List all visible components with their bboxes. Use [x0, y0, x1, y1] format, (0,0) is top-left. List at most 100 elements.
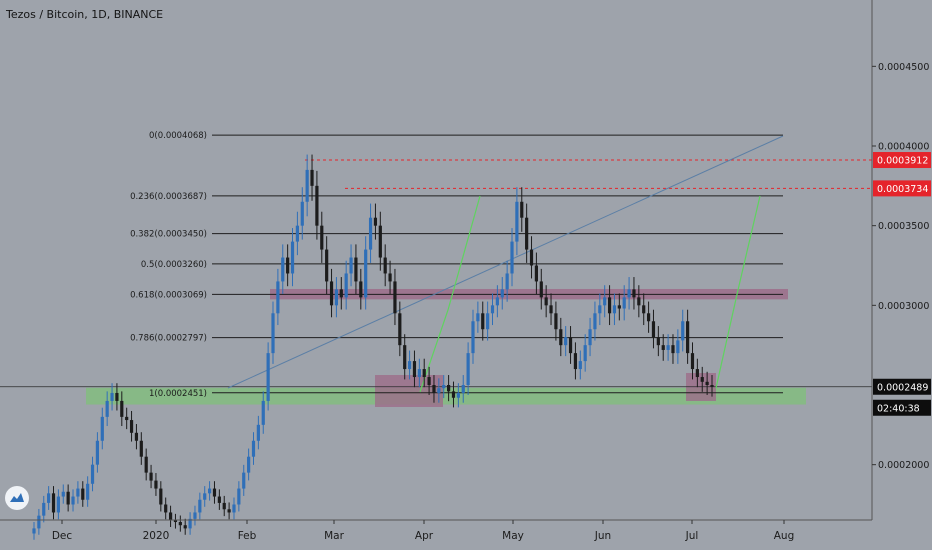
candle-body [471, 321, 475, 354]
x-tick-label: Apr [415, 530, 434, 542]
candle-body [407, 361, 412, 370]
candle-body [193, 512, 197, 519]
candle-body [422, 369, 426, 378]
candle-body [486, 313, 490, 330]
candle-body [588, 329, 592, 346]
candle-body [247, 456, 251, 473]
candle-body [276, 281, 280, 314]
candle-body [612, 305, 617, 314]
candle-body [637, 297, 641, 306]
candle-body [686, 321, 690, 354]
candle-body [607, 297, 612, 314]
candle-body [442, 385, 446, 389]
y-tick-label: 0.0002000 [878, 460, 929, 471]
candle-body [227, 509, 231, 513]
y-tick-label: 0.0004500 [878, 62, 929, 73]
fib-label: 0.5(0.0003260) [141, 260, 207, 270]
candle-body [120, 400, 124, 417]
candle-body [256, 424, 260, 441]
candle-body [261, 400, 265, 425]
candle-body [481, 313, 485, 330]
candle-body [417, 369, 421, 378]
price-tag-label: 0.0002489 [877, 382, 928, 393]
candle-body [710, 385, 714, 387]
candle-body [583, 345, 587, 362]
candle-body [217, 496, 221, 503]
candle-body [144, 456, 148, 473]
candle-body [344, 273, 348, 298]
candle-body [115, 392, 119, 401]
accumulation-box [375, 375, 443, 407]
candle-body [403, 345, 407, 370]
candle-body [232, 504, 236, 513]
y-tick-label: 0.0004000 [878, 142, 929, 153]
candle-body [676, 340, 680, 354]
candle-body [642, 305, 646, 314]
candle-body [86, 483, 90, 500]
candle-body [37, 515, 41, 529]
candle-body [568, 337, 573, 354]
candle-body [237, 488, 241, 505]
candle-body [295, 225, 299, 242]
candle-body [198, 499, 202, 513]
candle-body [549, 305, 553, 314]
candle-body [81, 488, 85, 500]
candle-body [281, 257, 285, 282]
candle-body [95, 440, 100, 465]
candle-body [559, 329, 563, 346]
candle-body [681, 321, 685, 341]
candle-body [398, 313, 402, 346]
candle-body [437, 388, 441, 393]
candle-body [373, 217, 378, 226]
candle-body [32, 528, 36, 534]
candle-body [505, 273, 509, 290]
candle-body [383, 257, 387, 274]
candle-body [368, 217, 373, 250]
x-tick-label: Jul [685, 530, 699, 542]
price-tag-box [873, 378, 931, 395]
candle-body [339, 289, 343, 298]
candle-body [554, 313, 558, 330]
candle-body [178, 522, 182, 526]
price-tag-label: 02:40:38 [877, 403, 920, 414]
candle-body [603, 297, 607, 306]
candle-body [212, 488, 217, 497]
candle-body [286, 257, 290, 274]
candle-body [500, 289, 504, 298]
fib-label: 0.236(0.0003687) [130, 192, 207, 202]
candle-body [305, 169, 309, 202]
candle-body [300, 201, 304, 226]
candle-body [564, 337, 568, 346]
candle-body [100, 416, 104, 441]
tradingview-logo-icon[interactable] [5, 486, 29, 510]
projection-path-2 [715, 195, 761, 389]
candle-body [359, 281, 363, 298]
x-tick-label: 2020 [143, 530, 170, 542]
candle-body [690, 353, 695, 370]
candle-body [656, 337, 660, 346]
x-tick-label: Dec [52, 530, 73, 542]
y-tick-label: 0.0003500 [878, 221, 929, 232]
fib-label: 0(0.0004068) [149, 131, 207, 141]
candle-body [334, 289, 339, 306]
candle-body [598, 305, 602, 314]
candle-body [251, 440, 256, 457]
candle-body [529, 249, 534, 266]
candle-body [617, 305, 621, 309]
candle-body [461, 385, 465, 393]
candle-body [534, 265, 539, 282]
fib-label: 0.618(0.0003069) [130, 290, 207, 300]
candle-body [627, 289, 631, 298]
candle-body [168, 512, 173, 521]
price-tag-box [873, 152, 931, 169]
candle-body [320, 225, 324, 250]
candle-body [188, 518, 192, 529]
candle-body [66, 491, 70, 505]
candle-body [705, 381, 709, 385]
candle-body [222, 502, 226, 510]
candle-body [539, 281, 543, 298]
x-tick-label: Feb [238, 530, 257, 542]
candle-body [651, 321, 656, 338]
candle-body [61, 491, 65, 497]
